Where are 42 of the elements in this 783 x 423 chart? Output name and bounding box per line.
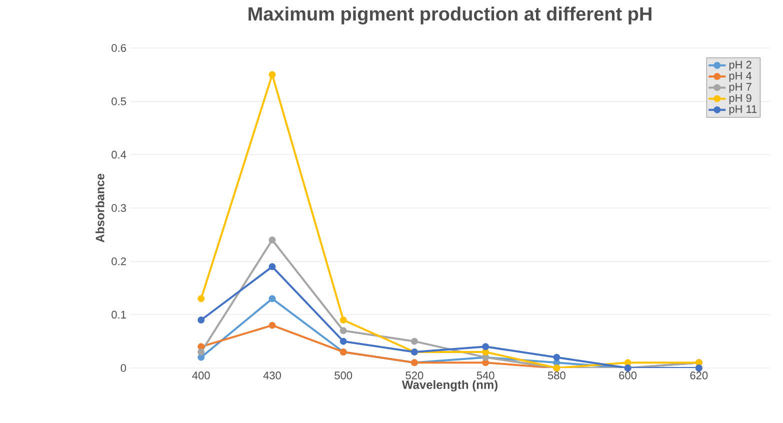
y-tick-label: 0.6 bbox=[112, 44, 126, 52]
point bbox=[340, 316, 347, 324]
x-axis-title: Wavelength (nm) bbox=[402, 380, 498, 392]
point bbox=[553, 354, 560, 361]
point bbox=[198, 354, 205, 361]
x-tick-label: 430 bbox=[263, 372, 281, 380]
y-axis-title: Absorbance bbox=[96, 174, 104, 242]
legend-label: pH 11 bbox=[729, 105, 757, 116]
legend-label: pH 2 bbox=[729, 60, 752, 71]
y-tick-label: 0.4 bbox=[112, 150, 126, 159]
point bbox=[624, 359, 632, 366]
chart-title: Maximum pigment production at different pH bbox=[248, 6, 652, 24]
legend-label: pH 9 bbox=[729, 94, 752, 104]
point bbox=[268, 71, 276, 78]
x-tick-label: 600 bbox=[619, 372, 637, 380]
point bbox=[268, 322, 276, 329]
point bbox=[198, 343, 205, 350]
point bbox=[268, 236, 276, 244]
point bbox=[198, 316, 205, 324]
y-tick-label: 0.1 bbox=[112, 310, 126, 319]
point bbox=[340, 327, 347, 334]
x-tick-label: 580 bbox=[548, 372, 566, 380]
x-tick-label: 540 bbox=[476, 372, 494, 380]
point bbox=[268, 263, 276, 270]
y-tick-label: 0.5 bbox=[112, 97, 126, 106]
x-tick-label: 520 bbox=[406, 372, 424, 380]
point bbox=[340, 338, 347, 345]
legend-label: pH 7 bbox=[729, 83, 752, 93]
point bbox=[268, 295, 276, 302]
y-tick-label: 0 bbox=[120, 364, 126, 372]
x-tick-label: 500 bbox=[334, 372, 352, 380]
point bbox=[482, 359, 490, 366]
point bbox=[198, 295, 205, 302]
point bbox=[198, 348, 205, 356]
x-tick-label: 400 bbox=[192, 372, 210, 380]
x-tick-label: 620 bbox=[690, 372, 708, 380]
y-tick-label: 0.2 bbox=[112, 257, 126, 266]
legend-label: pH 4 bbox=[729, 72, 752, 82]
point bbox=[482, 348, 490, 356]
point bbox=[482, 343, 490, 350]
y-tick-label: 0.3 bbox=[112, 204, 126, 212]
point bbox=[410, 338, 418, 345]
